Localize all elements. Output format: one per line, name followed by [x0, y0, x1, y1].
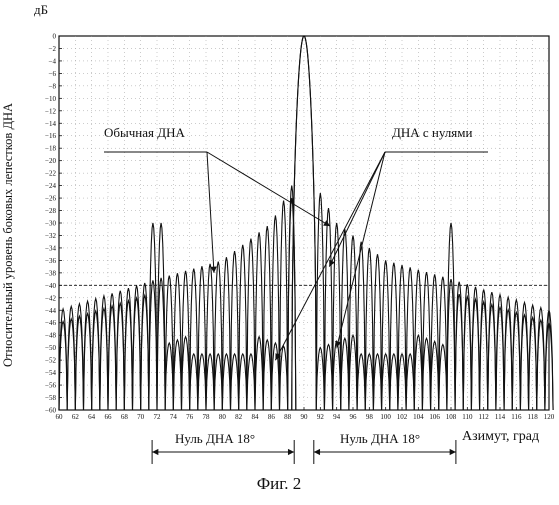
x-tick-label: 62 [72, 413, 80, 421]
y-unit-label: дБ [34, 2, 48, 17]
y-tick-label: −16 [45, 132, 56, 140]
x-tick-label: 100 [380, 413, 391, 421]
y-tick-label: −12 [45, 107, 56, 115]
y-tick-label: −42 [45, 294, 56, 302]
x-tick-label: 104 [413, 413, 424, 421]
y-tick-label: −14 [45, 120, 56, 128]
x-tick-label: 78 [203, 413, 211, 421]
null-sector-left-label: Нуль ДНА 18° [175, 431, 255, 446]
y-tick-label: −8 [49, 82, 57, 90]
x-tick-label: 116 [511, 413, 522, 421]
y-tick-label: −56 [45, 382, 56, 390]
arrowhead [288, 449, 294, 455]
x-tick-label: 94 [333, 413, 341, 421]
x-tick-label: 102 [397, 413, 408, 421]
x-tick-label: 118 [528, 413, 539, 421]
y-tick-label: 0 [53, 33, 57, 41]
y-tick-label: −36 [45, 257, 56, 265]
y-tick-label: −48 [45, 332, 56, 340]
y-tick-label: −6 [49, 70, 57, 78]
x-tick-label: 98 [366, 413, 374, 421]
x-tick-label: 92 [317, 413, 325, 421]
x-tick-label: 112 [479, 413, 490, 421]
y-tick-label: −46 [45, 319, 56, 327]
y-tick-label: −22 [45, 170, 56, 178]
y-tick-label: −40 [45, 282, 56, 290]
y-tick-label: −50 [45, 344, 56, 352]
x-tick-label: 86 [268, 413, 276, 421]
y-tick-label: −28 [45, 207, 56, 215]
x-tick-label: 88 [284, 413, 292, 421]
y-tick-label: −52 [45, 357, 56, 365]
arrowhead [152, 449, 158, 455]
x-tick-label: 76 [186, 413, 194, 421]
y-axis-title: Относительный уровень боковых лепестков … [1, 103, 15, 367]
y-tick-label: −2 [49, 45, 57, 53]
y-tick-label: −54 [45, 369, 56, 377]
x-tick-label: 96 [350, 413, 358, 421]
y-tick-label: −4 [49, 57, 57, 65]
y-tick-label: −26 [45, 195, 56, 203]
x-tick-label: 72 [154, 413, 162, 421]
annotation-normal-pattern: Обычная ДНА [104, 125, 185, 140]
x-tick-label: 110 [462, 413, 473, 421]
x-tick-label: 64 [88, 413, 96, 421]
y-tick-label: −32 [45, 232, 56, 240]
x-tick-label: 68 [121, 413, 129, 421]
x-tick-label: 90 [301, 413, 309, 421]
y-tick-label: −24 [45, 182, 56, 190]
x-tick-label: 80 [219, 413, 227, 421]
x-tick-label: 66 [105, 413, 113, 421]
y-tick-label: −38 [45, 269, 56, 277]
x-tick-label: 70 [137, 413, 145, 421]
x-tick-label: 108 [446, 413, 457, 421]
annotation-nulled-pattern: ДНА с нулями [392, 125, 472, 140]
y-tick-label: −58 [45, 394, 56, 402]
x-axis-title: Азимут, град [462, 429, 539, 444]
x-tick-label: 82 [235, 413, 243, 421]
arrowhead [450, 449, 456, 455]
y-tick-label: −44 [45, 307, 56, 315]
y-tick-label: −20 [45, 157, 56, 165]
figure-caption: Фиг. 2 [257, 474, 302, 493]
y-tick-label: −30 [45, 220, 56, 228]
x-tick-label: 60 [56, 413, 64, 421]
x-tick-label: 84 [252, 413, 260, 421]
null-sector-right-label: Нуль ДНА 18° [340, 431, 420, 446]
y-tick-label: −34 [45, 244, 56, 252]
x-tick-label: 114 [495, 413, 506, 421]
y-tick-label: −18 [45, 145, 56, 153]
arrowhead [314, 449, 320, 455]
y-tick-label: −10 [45, 95, 56, 103]
x-tick-label: 120 [544, 413, 555, 421]
x-tick-label: 106 [429, 413, 440, 421]
x-tick-label: 74 [170, 413, 178, 421]
